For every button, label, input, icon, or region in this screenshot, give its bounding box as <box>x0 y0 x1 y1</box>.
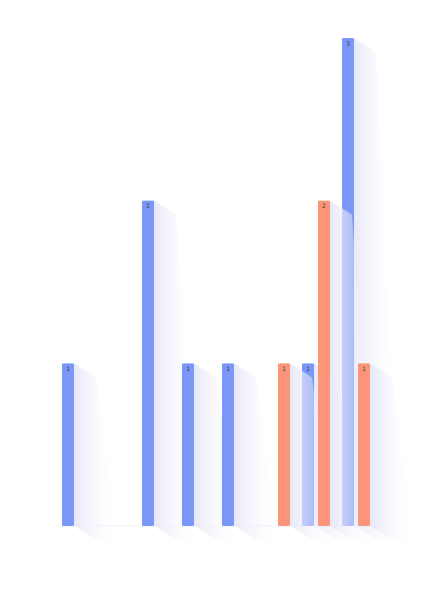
value-label: 1 <box>282 367 286 373</box>
bar <box>358 363 370 526</box>
value-label: 1 <box>362 367 366 373</box>
bar <box>318 200 330 526</box>
bar-shadow <box>234 363 278 552</box>
bar <box>278 363 290 526</box>
value-label: 2 <box>322 204 326 210</box>
value-label: 1 <box>306 367 310 373</box>
bar <box>62 363 74 526</box>
value-label: 1 <box>226 367 230 373</box>
bar-shadow <box>370 363 414 552</box>
bar <box>142 200 154 526</box>
value-label: 1 <box>186 367 190 373</box>
bar <box>182 363 194 526</box>
bar <box>222 363 234 526</box>
value-label: 3 <box>346 42 350 48</box>
bar-shadow <box>74 363 118 552</box>
value-label: 2 <box>146 204 150 210</box>
value-label: 1 <box>66 367 70 373</box>
